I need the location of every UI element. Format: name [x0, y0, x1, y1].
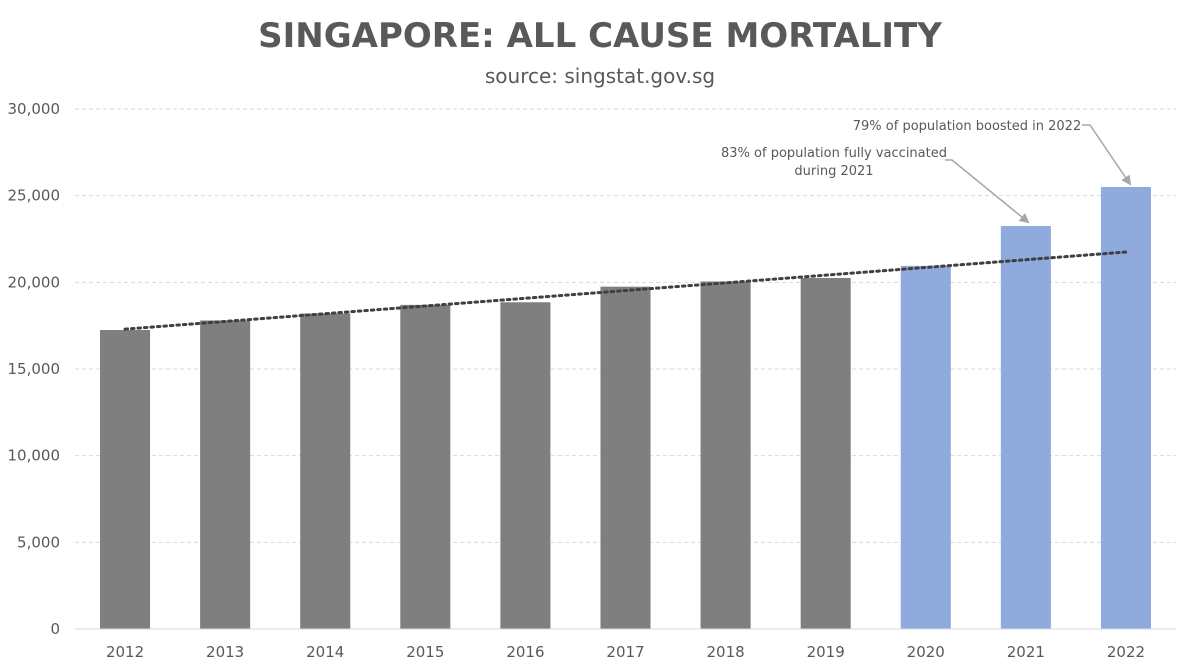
- x-tick-label: 2015: [406, 643, 444, 661]
- x-tick-label: 2013: [206, 643, 244, 661]
- bar-2022: [1100, 187, 1151, 629]
- y-tick-label: 25,000: [8, 187, 61, 205]
- annotation-arrow: [1082, 124, 1132, 186]
- bar-2020: [900, 265, 951, 629]
- x-tick-label: 2019: [807, 643, 845, 661]
- x-tick-label: 2016: [506, 643, 544, 661]
- x-tick-label: 2022: [1107, 643, 1145, 661]
- y-tick-label: 30,000: [8, 100, 61, 118]
- trendline: [123, 250, 1128, 331]
- y-tick-label: 5,000: [17, 533, 60, 551]
- bar-2021: [1000, 226, 1051, 629]
- x-axis-ticks: 2012 2013 2014 2015 2016 2017 2018 2019 2020 2021…: [106, 643, 1145, 661]
- y-axis-ticks: 0 5,000 10,000 15,000 20,000 25,000 30,000: [8, 100, 61, 638]
- gridlines: [75, 108, 1176, 543]
- x-tick-label: 2014: [306, 643, 344, 661]
- bars: [100, 187, 1151, 629]
- y-tick-label: 10,000: [8, 447, 61, 465]
- annotation-line: during 2021: [794, 164, 873, 179]
- x-tick-label: 2018: [706, 643, 744, 661]
- bar-2019: [800, 278, 851, 629]
- chart-title: SINGAPORE: ALL CAUSE MORTALITY: [258, 16, 942, 56]
- bar-2013: [200, 320, 251, 629]
- bar-2016: [500, 302, 551, 629]
- annotation-line: 83% of population fully vaccinated: [721, 146, 947, 161]
- bar-2015: [400, 304, 451, 629]
- annotation-line: 79% of population boosted in 2022: [853, 119, 1081, 134]
- bar-2014: [300, 313, 351, 629]
- x-tick-label: 2017: [606, 643, 644, 661]
- annotations: 83% of population fully vaccinated during…: [721, 119, 1132, 224]
- x-tick-label: 2021: [1007, 643, 1045, 661]
- x-tick-label: 2020: [907, 643, 945, 661]
- chart-subtitle: source: singstat.gov.sg: [484, 64, 716, 88]
- y-tick-label: 15,000: [8, 360, 61, 378]
- annotation-arrow: [945, 159, 1030, 224]
- x-tick-label: 2012: [106, 643, 144, 661]
- bar-2018: [700, 281, 751, 629]
- y-tick-label: 20,000: [8, 273, 61, 291]
- annotation-text: 83% of population fully vaccinated during…: [721, 146, 947, 179]
- bar-2012: [100, 330, 151, 629]
- y-tick-label: 0: [50, 620, 60, 638]
- bar-2017: [600, 286, 651, 629]
- annotation-text: 79% of population boosted in 2022: [853, 119, 1081, 134]
